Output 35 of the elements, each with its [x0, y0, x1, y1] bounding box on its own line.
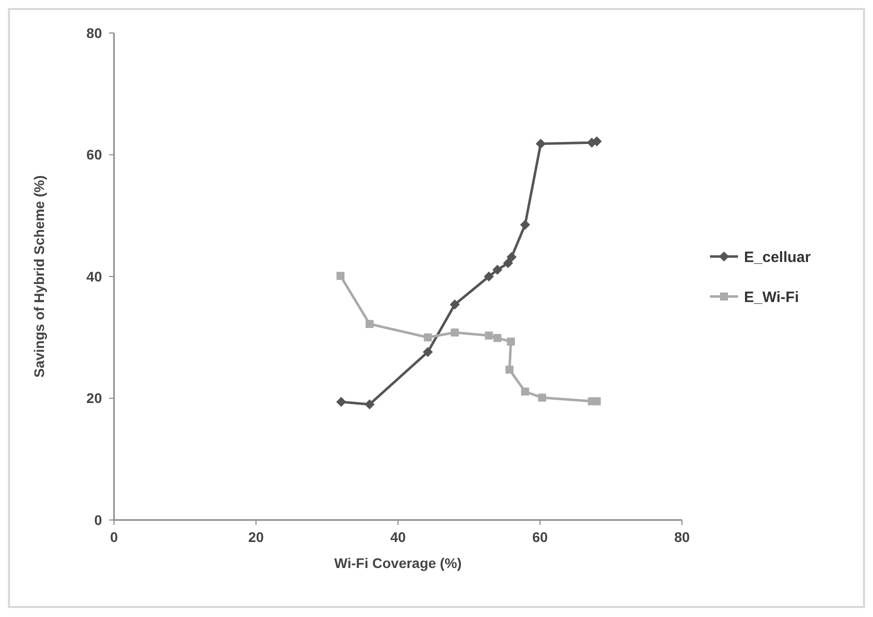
point — [364, 399, 375, 410]
y-tick-label: 40 — [86, 268, 102, 284]
point — [506, 338, 515, 346]
point — [422, 346, 433, 357]
y-tick-label: 20 — [86, 390, 102, 406]
point — [366, 320, 374, 328]
y-tick-label: 80 — [86, 24, 102, 41]
point — [450, 328, 459, 337]
x-tick-label: 40 — [390, 529, 406, 545]
x-tick-label: 60 — [532, 529, 548, 545]
point — [520, 220, 530, 230]
x-tick-label: 0 — [110, 529, 118, 545]
point — [592, 397, 601, 406]
point — [492, 264, 502, 275]
point — [424, 333, 432, 342]
point — [450, 300, 460, 310]
point — [493, 334, 502, 342]
x-axis-title: Wi-Fi Coverage (%) — [334, 555, 462, 571]
y-tick-label: 60 — [86, 146, 102, 163]
point — [484, 332, 493, 340]
point — [503, 258, 514, 268]
point — [505, 366, 514, 374]
x-tick-label: 80 — [674, 529, 690, 545]
point — [336, 396, 346, 407]
x-tick-label: 20 — [248, 529, 264, 545]
point — [336, 272, 344, 280]
point — [521, 388, 530, 396]
legend-label: E_celluar — [744, 248, 811, 266]
y-tick-label: 0 — [94, 512, 102, 528]
y-axis-title: Savings of Hybrid Scheme (%) — [31, 175, 47, 378]
point — [506, 252, 517, 262]
point — [484, 272, 494, 282]
point — [538, 394, 546, 402]
point — [536, 138, 546, 149]
legend-label: E_Wi-Fi — [744, 288, 799, 306]
